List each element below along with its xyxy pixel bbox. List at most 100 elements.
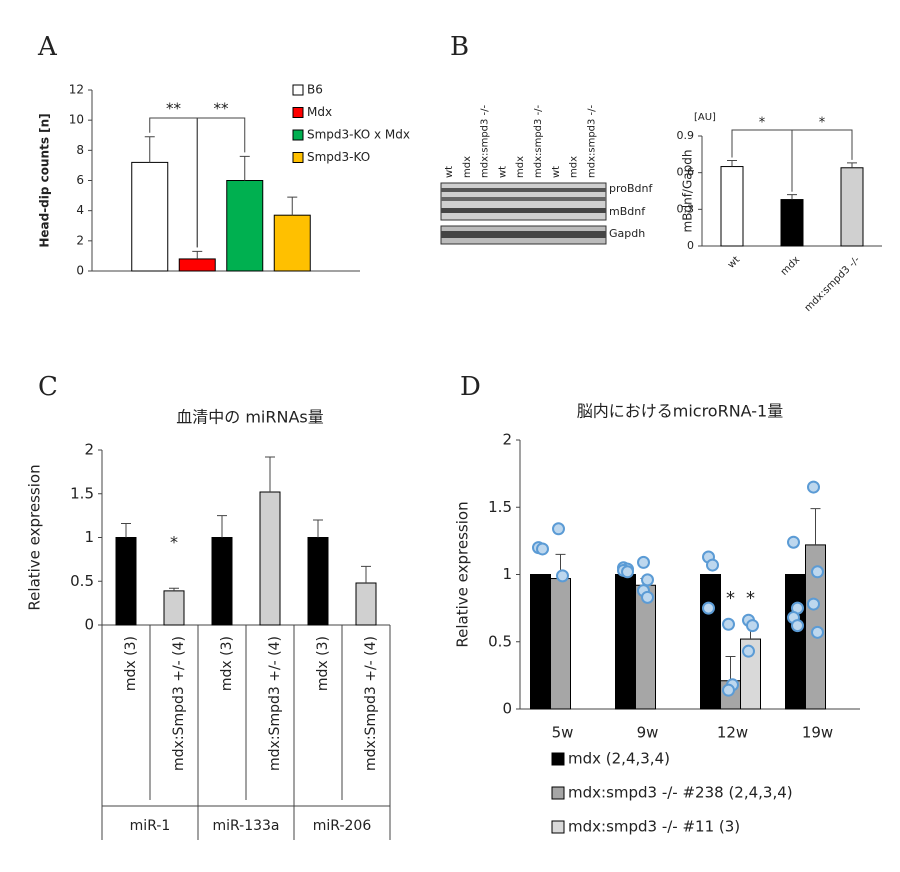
significance-label: * <box>726 588 735 609</box>
data-point <box>536 542 549 556</box>
y-tick-label: 1.5 <box>70 484 94 502</box>
x-tick-label: mdx:Smpd3 +/- (4) <box>171 636 187 771</box>
bar <box>131 161 169 272</box>
x-tick-label: mdx:smpd3 -/- <box>803 254 863 314</box>
x-tick-label: mdx (3) <box>315 636 331 691</box>
lane-label: mdx:smpd3 -/- <box>586 104 597 178</box>
bar <box>635 584 656 710</box>
data-point <box>706 558 719 572</box>
y-tick-label: 2 <box>84 441 94 459</box>
x-tick-label: 12w <box>717 724 748 742</box>
blot-band <box>441 197 606 201</box>
bar <box>785 574 806 710</box>
panel-label: D <box>460 372 481 402</box>
chart-title: 脳内におけるmicroRNA-1量 <box>577 402 783 421</box>
legend-swatch <box>551 786 565 800</box>
legend-label: mdx:smpd3 -/- #11 (3) <box>568 818 740 836</box>
band-label: Gapdh <box>609 227 645 240</box>
y-tick-label: 10 <box>69 113 84 127</box>
error-bar <box>727 159 737 167</box>
panel-label: A <box>37 32 58 62</box>
group-label: miR-133a <box>212 818 279 834</box>
y-axis-label: Relative expression <box>26 464 44 610</box>
data-point <box>637 555 650 569</box>
lane-label: mdx <box>569 156 580 178</box>
panel-label: B <box>450 32 469 62</box>
error-bar <box>144 136 155 163</box>
error-bar <box>169 587 179 591</box>
y-tick-label: 1 <box>84 528 94 546</box>
y-axis-label: mBdnf/Gapdh <box>681 150 695 233</box>
band-label: proBdnf <box>609 182 653 195</box>
x-tick-label: mdx (3) <box>123 636 139 691</box>
bar <box>163 590 185 626</box>
data-point <box>791 619 804 633</box>
y-tick-label: 0 <box>502 700 512 718</box>
data-point <box>722 617 735 631</box>
significance-label: * <box>759 116 766 131</box>
bar <box>615 574 636 710</box>
data-point <box>641 573 654 587</box>
data-point <box>556 569 569 583</box>
data-point <box>552 522 565 536</box>
legend-swatch <box>292 129 304 141</box>
error-bar <box>787 194 797 200</box>
lane-label: mdx:smpd3 -/- <box>533 104 544 178</box>
y-tick-label: 0 <box>84 616 94 634</box>
significance-label: * <box>819 116 826 131</box>
data-point <box>641 590 654 604</box>
x-tick-label: mdx (3) <box>219 636 235 691</box>
x-tick-label: wt <box>726 254 742 270</box>
group-label: miR-206 <box>313 818 372 834</box>
lane-label: mdx:smpd3 -/- <box>480 104 491 178</box>
y-tick-label: 0 <box>687 239 694 252</box>
data-point <box>621 565 634 579</box>
y-tick-label: 0 <box>76 264 84 278</box>
y-tick-label: 4 <box>76 203 84 217</box>
x-tick-label: mdx:Smpd3 +/- (4) <box>363 636 379 771</box>
lane-label: mdx <box>515 156 526 178</box>
error-bar <box>810 508 821 545</box>
legend-label: Mdx <box>307 105 332 119</box>
x-tick-label: 19w <box>802 724 833 742</box>
bar <box>840 167 864 247</box>
y-tick-label: 8 <box>76 143 84 157</box>
blot-band <box>441 188 606 192</box>
legend-swatch <box>551 820 565 834</box>
y-tick-label: 12 <box>69 83 84 97</box>
data-point <box>722 683 735 697</box>
error-bar <box>239 155 250 181</box>
y-tick-label: 2 <box>502 431 512 449</box>
error-bar <box>287 196 298 216</box>
significance-label: ** <box>214 100 230 118</box>
blot-band <box>441 231 606 238</box>
data-point <box>702 601 715 615</box>
x-tick-label: mdx:Smpd3 +/- (4) <box>267 636 283 771</box>
lane-label: wt <box>497 166 508 178</box>
y-axis-label: Relative expression <box>454 501 472 647</box>
x-tick-label: 9w <box>637 724 659 742</box>
chart-title: 血清中の miRNAs量 <box>176 408 324 427</box>
legend-label: mdx:smpd3 -/- #238 (2,4,3,4) <box>568 784 793 802</box>
y-tick-label: 1 <box>502 565 512 583</box>
legend-label: mdx (2,4,3,4) <box>568 750 670 768</box>
lane-label: wt <box>551 166 562 178</box>
band-label: mBdnf <box>609 205 646 218</box>
lane-label: mdx <box>462 156 473 178</box>
bar <box>550 578 571 710</box>
legend-swatch <box>292 107 304 118</box>
bar <box>211 537 233 626</box>
error-bar <box>121 523 131 538</box>
y-tick-label: 2 <box>76 233 84 247</box>
legend-swatch <box>551 752 565 766</box>
data-point <box>811 565 824 579</box>
error-bar <box>847 162 857 168</box>
unit-label: [AU] <box>694 112 716 123</box>
significance-label: ** <box>166 100 182 118</box>
data-point <box>787 535 800 549</box>
y-tick-label: 0.9 <box>677 129 695 142</box>
bar <box>780 199 804 247</box>
error-bar <box>192 250 203 259</box>
significance-label: * <box>170 533 178 552</box>
